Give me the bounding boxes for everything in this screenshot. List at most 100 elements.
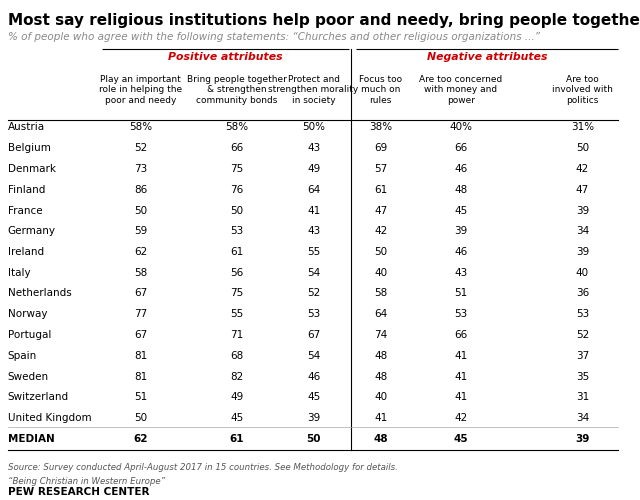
Text: PEW RESEARCH CENTER: PEW RESEARCH CENTER: [8, 486, 149, 496]
Text: 57: 57: [374, 164, 387, 174]
Text: Belgium: Belgium: [8, 143, 51, 153]
Text: Sweden: Sweden: [8, 372, 49, 382]
Text: 48: 48: [374, 434, 388, 444]
Text: 52: 52: [307, 288, 320, 298]
Text: “Being Christian in Western Europe”: “Being Christian in Western Europe”: [8, 476, 165, 486]
Text: Ireland: Ireland: [8, 247, 44, 257]
Text: 56: 56: [230, 268, 243, 278]
Text: 51: 51: [134, 392, 147, 402]
Text: 71: 71: [230, 330, 243, 340]
Text: 41: 41: [454, 392, 467, 402]
Text: France: France: [8, 206, 42, 216]
Text: 35: 35: [576, 372, 589, 382]
Text: 53: 53: [454, 309, 467, 320]
Text: 45: 45: [307, 392, 320, 402]
Text: 81: 81: [134, 372, 147, 382]
Text: 52: 52: [576, 330, 589, 340]
Text: 86: 86: [134, 184, 147, 194]
Text: 42: 42: [454, 413, 467, 423]
Text: 50: 50: [134, 413, 147, 423]
Text: 45: 45: [454, 206, 467, 216]
Text: Most say religious institutions help poor and needy, bring people together: Most say religious institutions help poo…: [8, 12, 640, 28]
Text: 39: 39: [454, 226, 467, 236]
Text: 61: 61: [230, 434, 244, 444]
Text: 74: 74: [374, 330, 387, 340]
Text: 31%: 31%: [571, 122, 594, 132]
Text: 38%: 38%: [369, 122, 392, 132]
Text: 41: 41: [307, 206, 320, 216]
Text: Italy: Italy: [8, 268, 30, 278]
Text: 31: 31: [576, 392, 589, 402]
Text: 39: 39: [575, 434, 589, 444]
Text: 75: 75: [230, 164, 243, 174]
Text: 66: 66: [454, 330, 467, 340]
Text: 66: 66: [454, 143, 467, 153]
Text: 43: 43: [307, 143, 320, 153]
Text: Austria: Austria: [8, 122, 45, 132]
Text: 77: 77: [134, 309, 147, 320]
Text: 49: 49: [307, 164, 320, 174]
Text: Portugal: Portugal: [8, 330, 51, 340]
Text: 54: 54: [307, 268, 320, 278]
Text: 50%: 50%: [302, 122, 325, 132]
Text: Protect and
strengthen morality
in society: Protect and strengthen morality in socie…: [268, 75, 359, 105]
Text: 40%: 40%: [449, 122, 472, 132]
Text: 58: 58: [134, 268, 147, 278]
Text: 41: 41: [454, 372, 467, 382]
Text: 53: 53: [576, 309, 589, 320]
Text: 50: 50: [230, 206, 243, 216]
Text: 42: 42: [374, 226, 387, 236]
Text: 48: 48: [374, 351, 387, 361]
Text: United Kingdom: United Kingdom: [8, 413, 92, 423]
Text: 53: 53: [230, 226, 243, 236]
Text: Finland: Finland: [8, 184, 45, 194]
Text: 45: 45: [230, 413, 243, 423]
Text: 50: 50: [374, 247, 387, 257]
Text: Focus too
much on
rules: Focus too much on rules: [359, 75, 403, 105]
Text: 53: 53: [307, 309, 320, 320]
Text: 58%: 58%: [225, 122, 248, 132]
Text: 47: 47: [576, 184, 589, 194]
Text: 64: 64: [374, 309, 387, 320]
Text: 39: 39: [576, 206, 589, 216]
Text: Netherlands: Netherlands: [8, 288, 72, 298]
Text: Switzerland: Switzerland: [8, 392, 69, 402]
Text: 46: 46: [454, 247, 467, 257]
Text: 61: 61: [374, 184, 387, 194]
Text: 67: 67: [307, 330, 320, 340]
Text: 40: 40: [374, 392, 387, 402]
Text: 58: 58: [374, 288, 387, 298]
Text: Bring people together
& strengthen
community bonds: Bring people together & strengthen commu…: [187, 75, 287, 105]
Text: 82: 82: [230, 372, 243, 382]
Text: Germany: Germany: [8, 226, 56, 236]
Text: 43: 43: [307, 226, 320, 236]
Text: 47: 47: [374, 206, 387, 216]
Text: Are too concerned
with money and
power: Are too concerned with money and power: [419, 75, 502, 105]
Text: Spain: Spain: [8, 351, 37, 361]
Text: 39: 39: [307, 413, 320, 423]
Text: 48: 48: [454, 184, 467, 194]
Text: 45: 45: [454, 434, 468, 444]
Text: 58%: 58%: [129, 122, 152, 132]
Text: % of people who agree with the following statements: “Churches and other religio: % of people who agree with the following…: [8, 32, 540, 42]
Text: 51: 51: [454, 288, 467, 298]
Text: Negative attributes: Negative attributes: [427, 52, 547, 62]
Text: Are too
involved with
politics: Are too involved with politics: [552, 75, 613, 105]
Text: 41: 41: [374, 413, 387, 423]
Text: 67: 67: [134, 288, 147, 298]
Text: 50: 50: [134, 206, 147, 216]
Text: 49: 49: [230, 392, 243, 402]
Text: 68: 68: [230, 351, 243, 361]
Text: 42: 42: [576, 164, 589, 174]
Text: 36: 36: [576, 288, 589, 298]
Text: 39: 39: [576, 247, 589, 257]
Text: 34: 34: [576, 413, 589, 423]
Text: Norway: Norway: [8, 309, 47, 320]
Text: 67: 67: [134, 330, 147, 340]
Text: 52: 52: [134, 143, 147, 153]
Text: 61: 61: [230, 247, 243, 257]
Text: Positive attributes: Positive attributes: [168, 52, 283, 62]
Text: 50: 50: [576, 143, 589, 153]
Text: 73: 73: [134, 164, 147, 174]
Text: 55: 55: [230, 309, 243, 320]
